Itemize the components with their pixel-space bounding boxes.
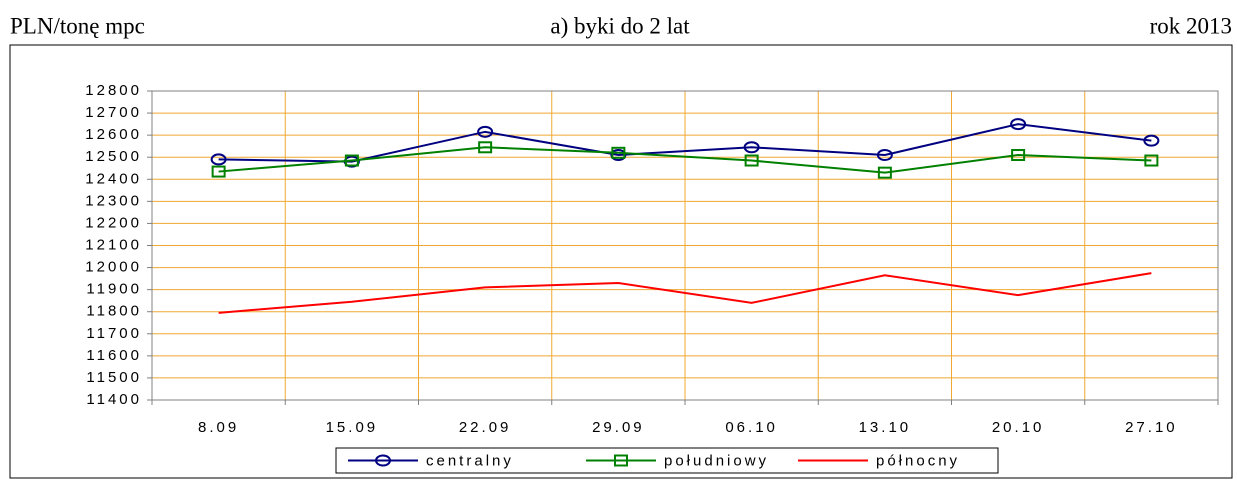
y-tick-label: 12800 — [85, 82, 142, 99]
marker — [1143, 134, 1160, 147]
y-tick-label: 11400 — [86, 391, 142, 408]
x-tick-label: 8.09 — [198, 419, 239, 436]
marker — [211, 165, 226, 178]
y-tick-label: 12200 — [85, 214, 142, 231]
marker — [478, 141, 493, 154]
chart-frame — [9, 44, 1233, 479]
marker — [611, 146, 626, 159]
marker — [744, 154, 759, 167]
y-tick-label: 11700 — [86, 325, 142, 342]
legend-box — [335, 447, 999, 474]
marker — [1011, 149, 1026, 162]
x-tick-label: 29.09 — [592, 419, 645, 436]
marker — [477, 125, 494, 138]
y-tick-label: 12300 — [85, 192, 142, 209]
y-tick-label: 11800 — [86, 303, 142, 320]
y-tick-label: 12000 — [85, 259, 142, 276]
y-tick-label: 11600 — [86, 347, 142, 364]
plot-area — [151, 90, 1219, 401]
marker — [1010, 118, 1027, 131]
y-tick-label: 12100 — [85, 236, 142, 253]
x-tick-label: 15.09 — [326, 419, 379, 436]
y-tick-label: 12500 — [85, 148, 142, 165]
legend-label: północny — [876, 452, 960, 469]
marker — [876, 149, 893, 162]
legend-label: południowy — [664, 452, 769, 469]
x-tick-label: 06.10 — [725, 419, 778, 436]
x-tick-label: 27.10 — [1125, 419, 1178, 436]
y-tick-label: 12700 — [85, 104, 142, 121]
x-tick-label: 13.10 — [859, 419, 912, 436]
marker — [375, 454, 391, 467]
series-line — [218, 272, 1152, 314]
marker — [344, 154, 359, 167]
y-tick-label: 12600 — [85, 126, 142, 143]
y-tick-label: 11500 — [86, 369, 142, 386]
marker — [877, 166, 892, 179]
x-tick-label: 20.10 — [992, 419, 1045, 436]
marker — [614, 454, 628, 467]
series-line — [218, 146, 1152, 174]
y-tick-label: 12400 — [85, 170, 142, 187]
marker — [1144, 154, 1159, 167]
marker — [743, 141, 760, 154]
legend-label: centralny — [426, 452, 514, 469]
chart-title: a) byki do 2 lat — [550, 13, 690, 38]
x-tick-label: 22.09 — [459, 419, 512, 436]
annotation: rok 2013 — [1150, 13, 1232, 38]
y-axis-label: PLN/tonę mpc — [10, 13, 145, 38]
y-tick-label: 11900 — [86, 281, 142, 298]
series-line — [218, 123, 1152, 163]
marker — [210, 153, 227, 166]
